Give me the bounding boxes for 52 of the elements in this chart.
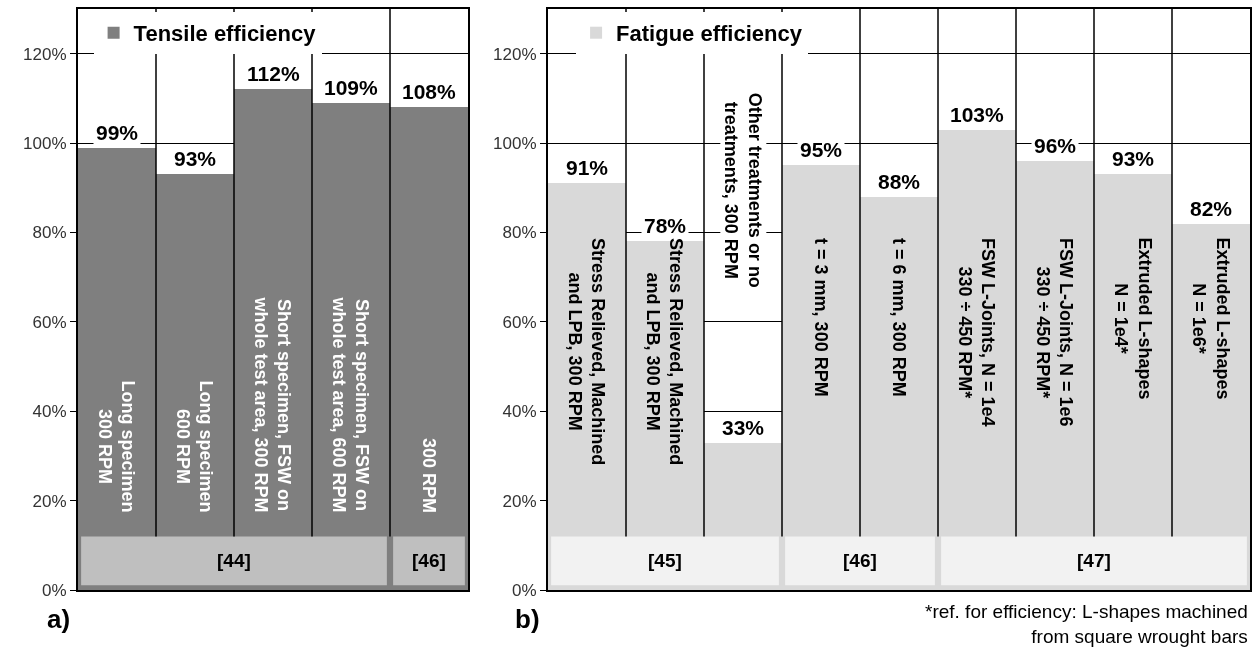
- text: a): [47, 604, 71, 634]
- data-label: 95%: [800, 138, 843, 161]
- x-tick-label: Extruded L-shapes N = 1e6*: [1189, 237, 1233, 400]
- data-label: 93%: [174, 147, 217, 170]
- x-tick-label: 300 RPM: [418, 437, 439, 514]
- x-tick-label: Short specimen, FSW on whole test area, 600 RPM: [329, 296, 373, 513]
- x-tick-label: Other treatments or no treatments, 300 RPM: [721, 92, 765, 288]
- x-tick-label: Stress Relieved, Machined and LPB, 300 RPM: [642, 238, 687, 466]
- y-tick-label: 20%: [32, 491, 67, 511]
- y-tick-label: 80%: [32, 223, 67, 243]
- data-label: 78%: [644, 214, 687, 237]
- y-tick-label: 80%: [502, 223, 537, 243]
- legend-label: Tensile efficiency: [133, 21, 317, 47]
- x-tick-label: FSW L-Joints, N = 1e6 330 ÷ 450 RPM*: [1032, 238, 1077, 427]
- data-label: 93%: [1112, 147, 1155, 170]
- y-tick-label: 40%: [502, 402, 537, 422]
- data-label: 103%: [950, 103, 1005, 126]
- data-label: 33%: [722, 416, 765, 439]
- data-label: 91%: [566, 156, 609, 179]
- y-tick-label: 100%: [493, 134, 537, 154]
- y-tick-label: 20%: [502, 491, 537, 511]
- band-label: [46]: [843, 550, 877, 571]
- y-tick-label: 60%: [32, 312, 67, 332]
- y-tick-label: 120%: [23, 44, 67, 64]
- data-label: 96%: [1034, 134, 1077, 157]
- y-tick-label: 40%: [32, 402, 67, 422]
- legend-label: Fatigue efficiency: [616, 21, 803, 47]
- band-label: [45]: [648, 550, 682, 571]
- data-label: 109%: [324, 76, 379, 99]
- y-tick-label: 100%: [23, 134, 67, 154]
- text: *ref. for efficiency: L-shapes machined from square wrought bars: [925, 601, 1248, 647]
- x-tick-label: Extruded L-shapes N = 1e4*: [1111, 237, 1155, 400]
- band-label: [44]: [217, 550, 251, 571]
- x-tick-label: FSW L-Joints, N = 1e4 330 ÷ 450 RPM*: [954, 238, 999, 427]
- band-label: [47]: [1077, 550, 1111, 571]
- data-label: 99%: [96, 121, 139, 144]
- x-tick-label: Long specimen 600 RPM: [173, 380, 217, 513]
- data-label: 88%: [878, 170, 921, 193]
- y-tick-label: 60%: [502, 312, 537, 332]
- data-label: 82%: [1190, 197, 1233, 220]
- y-tick-label: 0%: [42, 580, 67, 600]
- x-tick-label: Stress Relieved, Machined and LPB, 300 RPM: [564, 238, 609, 466]
- text: b): [515, 604, 540, 634]
- y-tick-label: 120%: [493, 44, 537, 64]
- data-label: 108%: [402, 80, 457, 103]
- x-tick-label: t = 6 mm, 300 RPM: [889, 238, 910, 397]
- y-tick-label: 0%: [512, 580, 537, 600]
- data-label: 112%: [247, 62, 300, 85]
- band-label: [46]: [412, 550, 446, 571]
- x-tick-label: t = 3 mm, 300 RPM: [811, 238, 832, 397]
- x-tick-label: Short specimen, FSW on whole test area, 300 RPM: [251, 296, 295, 513]
- x-tick-label: Long specimen 300 RPM: [95, 380, 139, 513]
